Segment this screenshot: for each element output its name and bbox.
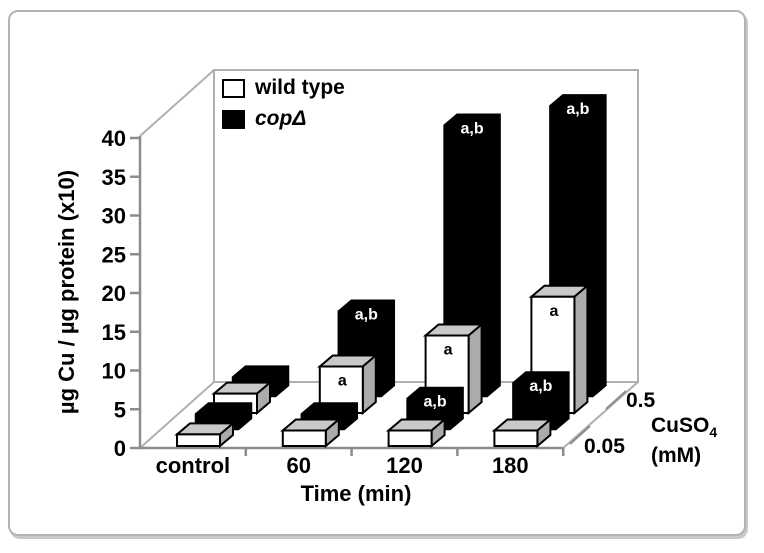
y-tick-label: 30 (102, 204, 126, 229)
bar-annotation: a (549, 303, 558, 320)
bar-annotation: a,b (461, 120, 484, 137)
bar-wild-type-0.05-120 (387, 429, 433, 447)
z-axis-title-sub: 4 (709, 424, 718, 441)
bar-wild-type-0.5-120-side (467, 322, 483, 416)
z-axis-title: CuSO4 (mM) (651, 414, 717, 467)
bar-annotation: a,b (566, 101, 589, 118)
legend: wild type copΔ (222, 76, 345, 131)
z-tick (605, 390, 627, 410)
y-tick-label: 35 (102, 165, 126, 190)
y-tick-label: 0 (114, 436, 126, 461)
bar-annotation: a (444, 342, 453, 359)
legend-label-wild-type: wild type (255, 76, 345, 99)
bar-wild-type-0.05-180 (493, 429, 539, 447)
category-label: 120 (386, 453, 423, 478)
bar-annotation: a,b (424, 394, 447, 411)
y-axis-title: µg Cu / µg protein (x10) (54, 169, 79, 415)
y-tick-label: 15 (102, 320, 126, 345)
bar-wild-type-0.05-control (176, 433, 221, 447)
y-tick-label: 5 (114, 397, 126, 422)
y-tick-label: 10 (102, 359, 126, 384)
bar-wild-type-0.05-60 (281, 429, 327, 447)
bar-annotation: a (338, 373, 347, 390)
z-tick-label: 0.5 (626, 389, 656, 412)
bar-annotation: a,b (529, 378, 552, 395)
top-left-depth-edge (139, 69, 215, 137)
cop-delta-swatch-icon (222, 109, 245, 129)
y-tick-label: 20 (102, 281, 126, 306)
bar-copΔ-0.05-180 (512, 371, 570, 431)
bar-annotation: a,b (355, 306, 378, 323)
y-tick-label: 40 (102, 126, 126, 151)
z-axis-title-base: CuSO (651, 414, 710, 437)
z-axis-title-unit: (mM) (651, 444, 702, 468)
category-label: 60 (286, 453, 310, 478)
x-axis-title: Time (min) (300, 481, 412, 506)
legend-item-cop-delta: copΔ (222, 107, 345, 131)
bar-wild-type-0.5-60-side (361, 353, 377, 416)
legend-label-cop-delta: copΔ (255, 107, 307, 130)
wild-type-swatch-icon (222, 78, 245, 98)
y-tick-label: 25 (102, 242, 126, 267)
floor-right-depth-edge (562, 381, 639, 449)
z-tick-label: 0.05 (584, 435, 625, 458)
floor-left-depth-edge (139, 381, 215, 449)
legend-item-wild-type: wild type (222, 76, 345, 100)
category-label: control (156, 453, 231, 478)
category-label: 180 (492, 453, 529, 478)
z-tick (569, 425, 591, 445)
bar-wild-type-0.5-180-side (573, 283, 589, 416)
